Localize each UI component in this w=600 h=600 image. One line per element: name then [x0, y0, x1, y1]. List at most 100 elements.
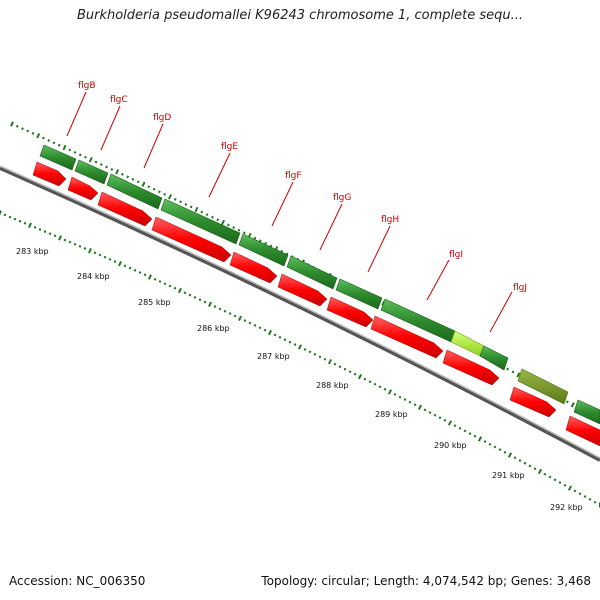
scale-tick [387, 389, 393, 395]
cds-arrow-edge[interactable] [565, 415, 600, 447]
scale-tick [48, 232, 52, 236]
outer-tick [62, 144, 67, 151]
scale-tick [473, 434, 477, 438]
scale-label-288: 288 kbp [316, 381, 349, 390]
outer-tick [115, 169, 120, 175]
scale-tick [93, 251, 97, 255]
gene-block-flgD[interactable] [106, 173, 163, 210]
scale-tick [78, 244, 82, 248]
scale-tick [0, 210, 2, 216]
gene-label-flgE[interactable]: flgE [221, 142, 238, 152]
scale-tick [483, 440, 487, 444]
scale-tick [423, 408, 427, 412]
cds-arrow-flgB[interactable] [32, 161, 67, 187]
gene-block-flgJ-highlight[interactable] [450, 330, 485, 357]
cds-arrow-flgI[interactable] [370, 315, 444, 359]
scale-tick [313, 352, 317, 356]
cds-arrow-flgG[interactable] [277, 273, 328, 307]
gene-block-flgG[interactable] [286, 255, 338, 290]
gene-block-flgC[interactable] [74, 159, 109, 185]
outer-tick [163, 192, 167, 196]
cds-arrow-flgF[interactable] [229, 251, 278, 284]
gene-block-flgJ[interactable] [479, 345, 509, 371]
gene-label-flgC[interactable]: flgC [110, 95, 128, 105]
cds-arrow-olive[interactable] [509, 386, 557, 418]
scale-tick [173, 286, 177, 290]
outer-tick [173, 197, 177, 201]
scale-tick [493, 445, 497, 449]
accession-text: Accession: NC_006350 [9, 574, 146, 588]
outer-tick [221, 219, 226, 226]
scale-tick [148, 274, 152, 280]
cds-arrow-flgC[interactable] [67, 176, 99, 201]
scale-tick [43, 230, 47, 233]
outer-tick [570, 402, 575, 408]
gene-label-flgH[interactable]: flgH [381, 215, 399, 225]
outer-tick [15, 124, 19, 128]
scale-tick [208, 301, 212, 307]
cds-arrow-flgH[interactable] [326, 296, 374, 328]
scale-tick [353, 372, 357, 376]
scale-tick [238, 315, 242, 321]
scale-tick [333, 362, 337, 366]
scale-tick [293, 343, 297, 346]
scale-tick [193, 295, 197, 299]
outer-tick [211, 215, 214, 219]
scale-tick [373, 382, 377, 386]
scale-tick [543, 472, 547, 476]
scale-tick [133, 268, 137, 272]
scale-tick [3, 213, 7, 217]
gene-label-flgI[interactable]: flgI [449, 250, 463, 260]
gene-block-flgF[interactable] [238, 233, 289, 267]
map-title: Burkholderia pseudomallei K96243 chromos… [76, 8, 524, 23]
gene-label-flgG[interactable]: flgG [333, 193, 351, 203]
scale-tick [228, 312, 232, 316]
gene-label-flgJ[interactable]: flgJ [513, 283, 527, 293]
scale-tick [488, 442, 492, 446]
scale-tick [218, 307, 222, 311]
scale-tick [413, 403, 417, 407]
gene-block-edge[interactable] [573, 399, 600, 425]
cds-track [32, 161, 600, 447]
scale-tick [583, 495, 587, 498]
scale-tick [343, 367, 347, 371]
scale-tick [323, 357, 327, 361]
scale-tick [243, 319, 247, 323]
scale-tick [118, 261, 122, 267]
outer-tick [31, 131, 35, 135]
scale-tick [38, 228, 42, 231]
scale-tick [518, 459, 522, 462]
scale-tick [188, 293, 192, 297]
scale-tick [573, 489, 577, 493]
scale-tick [408, 400, 412, 404]
gene-block-flgH[interactable] [335, 278, 383, 310]
scale-tick [88, 247, 92, 254]
scale-tick [123, 264, 127, 268]
outer-tick [26, 129, 30, 133]
scale-tick [513, 456, 517, 460]
gene-label-flgB[interactable]: flgB [78, 81, 96, 91]
outer-tick [226, 223, 230, 227]
cds-arrow-flgE[interactable] [151, 216, 232, 263]
scale-tick [567, 485, 573, 491]
scale-tick [378, 385, 382, 389]
gene-label-flgF[interactable]: flgF [285, 171, 302, 181]
scale-tick [503, 450, 507, 454]
summary-text: Topology: circular; Length: 4,074,542 bp… [261, 574, 591, 588]
cds-arrow-flgJ[interactable] [442, 349, 500, 386]
outer-tick [73, 150, 77, 154]
outer-tick [147, 185, 151, 189]
scale-tick [533, 467, 537, 471]
gene-label-flgD[interactable]: flgD [153, 113, 171, 123]
outer-tick [200, 210, 204, 214]
gene-block-flgE[interactable] [160, 198, 241, 245]
scale-tick [588, 497, 592, 501]
outer-tick [136, 180, 140, 184]
scale-tick [428, 411, 432, 414]
gene-block-flgB[interactable] [39, 144, 77, 171]
outer-tick [126, 175, 130, 179]
gene-block-olive[interactable] [517, 368, 569, 405]
gene-labels: flgB flgC flgD flgE flgF flgG flgH flgI … [66, 81, 527, 333]
outer-tick [36, 133, 41, 139]
cds-arrow-flgD[interactable] [97, 191, 153, 227]
